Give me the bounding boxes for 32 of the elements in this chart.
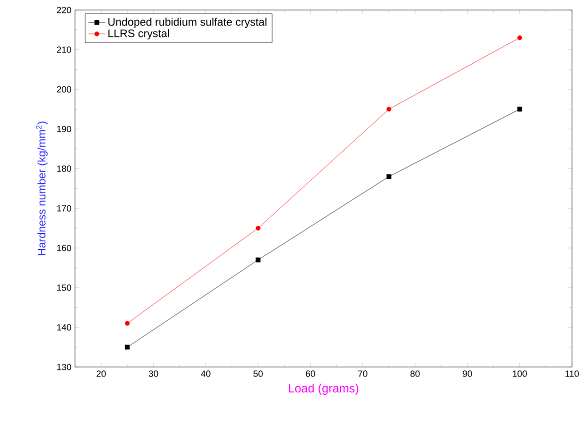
y-tick-label: 130 bbox=[57, 364, 72, 370]
x-tick-label: 30 bbox=[148, 370, 158, 377]
x-tick-label: 40 bbox=[201, 370, 210, 377]
point bbox=[124, 320, 130, 326]
x-tick-label: 60 bbox=[306, 370, 316, 377]
x-tick-label: 110 bbox=[566, 370, 579, 377]
y-tick-label: 160 bbox=[57, 244, 72, 252]
y-tick-label: 220 bbox=[56, 6, 72, 14]
x-tick-label: 70 bbox=[358, 370, 368, 377]
point bbox=[256, 226, 260, 231]
point bbox=[256, 258, 260, 262]
x-tick-label: 80 bbox=[410, 370, 420, 377]
x-tick-label: 20 bbox=[96, 370, 106, 377]
point bbox=[386, 106, 392, 112]
y-tick-label: 190 bbox=[57, 126, 72, 132]
y-tick-label: 150 bbox=[57, 284, 72, 291]
y-tick-label: 170 bbox=[57, 205, 72, 212]
point bbox=[517, 106, 522, 112]
x-tick-label: 100 bbox=[512, 370, 527, 377]
point bbox=[517, 35, 522, 40]
point bbox=[124, 344, 130, 350]
legend-label: Undoped rubidium sulfate crystal bbox=[108, 18, 266, 28]
legend-label: LLRS crystal bbox=[108, 29, 169, 40]
y-tick-label: 200 bbox=[56, 86, 72, 93]
y-tick-label: 210 bbox=[56, 46, 72, 53]
x-axis-title: Load (grams) bbox=[288, 384, 358, 395]
x-tick-label: 50 bbox=[253, 370, 263, 377]
y-axis-title: Hardness number (kg/mm$^{2}$) bbox=[36, 122, 48, 256]
y-tick-label: 140 bbox=[57, 324, 72, 331]
y-tick-label: 180 bbox=[57, 165, 72, 172]
point bbox=[386, 174, 392, 179]
x-tick-label: 90 bbox=[462, 370, 472, 377]
